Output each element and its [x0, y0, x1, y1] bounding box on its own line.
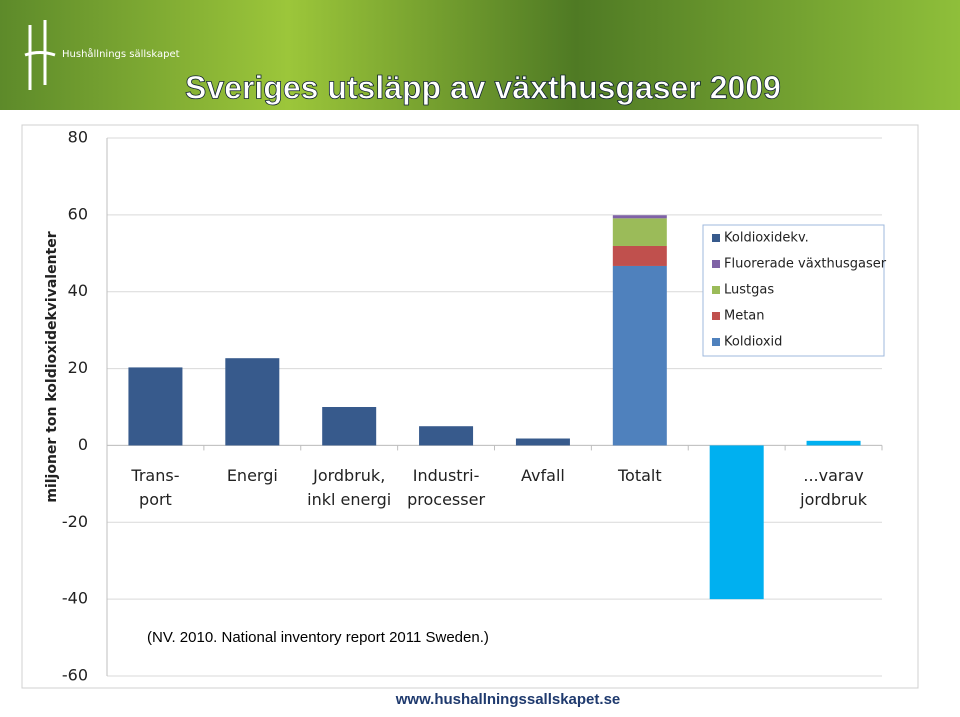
legend-label: Koldioxidekv.: [724, 231, 809, 246]
x-tick-label: inkl energi: [307, 490, 391, 509]
legend-swatch: [712, 260, 720, 268]
legend-box: [702, 224, 885, 357]
x-tick-label: port: [139, 490, 172, 509]
source-note: (NV. 2010. National inventory report 201…: [147, 629, 489, 646]
bar: [709, 445, 764, 600]
header-background: [0, 0, 960, 110]
x-tick-label: Energi: [227, 466, 278, 485]
y-tick-label: 0: [78, 435, 88, 454]
bar: [128, 367, 183, 446]
legend-label: Fluorerade växthusgaser: [724, 257, 887, 272]
logo-text: Hushållnings sällskapet: [62, 47, 180, 60]
bar: [612, 245, 667, 266]
legend-swatch: [712, 234, 720, 242]
bar: [612, 218, 667, 246]
bar: [322, 407, 377, 446]
x-tick-label: Totalt: [617, 466, 662, 485]
legend-label: Metan: [724, 309, 765, 324]
y-tick-label: -40: [62, 589, 88, 608]
legend-label: Koldioxid: [724, 335, 782, 350]
y-axis-label: miljoner ton koldioxidekvivalenter: [44, 231, 60, 502]
legend-swatch: [712, 338, 720, 346]
bar: [612, 215, 667, 219]
x-tick-label: ...varav: [803, 466, 863, 485]
slide-title: Sveriges utsläpp av växthusgaser 2009: [185, 69, 781, 105]
y-tick-label: 20: [68, 358, 88, 377]
bar: [806, 440, 861, 446]
bar: [515, 438, 570, 446]
x-tick-label: processer: [407, 490, 485, 509]
y-tick-label: -20: [62, 512, 88, 531]
bar: [612, 265, 667, 446]
chart: -60 -40 -20 0 20 40 60 80 miljoner ton koldioxid…: [44, 128, 887, 685]
bar: [419, 426, 474, 446]
logo-mark: [24, 20, 56, 90]
y-tick-label: 40: [68, 281, 88, 300]
legend-label: Lustgas: [724, 283, 774, 298]
y-tick-label: 60: [68, 204, 88, 223]
bar: [225, 358, 280, 446]
legend-swatch: [712, 312, 720, 320]
x-tick-label: Avfall: [521, 466, 565, 485]
x-tick-label: Jordbruk,: [312, 466, 385, 485]
x-tick-label: Trans-: [130, 466, 179, 485]
x-tick-label: Industri-: [413, 466, 480, 485]
footer-url: www.hushallningssallskapet.se: [395, 691, 621, 708]
legend-swatch: [712, 286, 720, 294]
y-tick-label: 80: [68, 128, 88, 147]
y-tick-label: -60: [62, 666, 88, 685]
x-tick-label: jordbruk: [799, 490, 868, 509]
